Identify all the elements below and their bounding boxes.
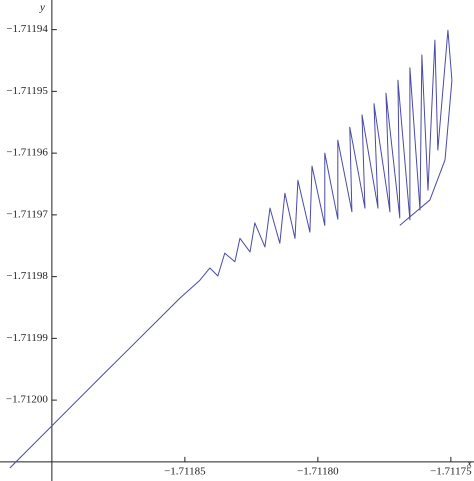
- x-tick-label: −1.71185: [164, 465, 206, 477]
- y-tick-label: −1.71197: [6, 208, 48, 220]
- x-tick-label: −1.71175: [430, 465, 472, 477]
- y-tick-label: −1.71198: [6, 270, 48, 282]
- y-tick-label: −1.71200: [6, 394, 48, 406]
- y-tick-label: −1.71199: [6, 332, 48, 344]
- curve: [9, 29, 453, 469]
- y-tick-label: −1.71194: [6, 23, 48, 35]
- y-axis-label: y: [39, 2, 45, 14]
- y-tick-label: −1.71195: [6, 85, 48, 97]
- x-tick-label: −1.71180: [297, 465, 339, 477]
- x-axis-label: x: [466, 458, 472, 470]
- y-tick-label: −1.71196: [6, 147, 48, 159]
